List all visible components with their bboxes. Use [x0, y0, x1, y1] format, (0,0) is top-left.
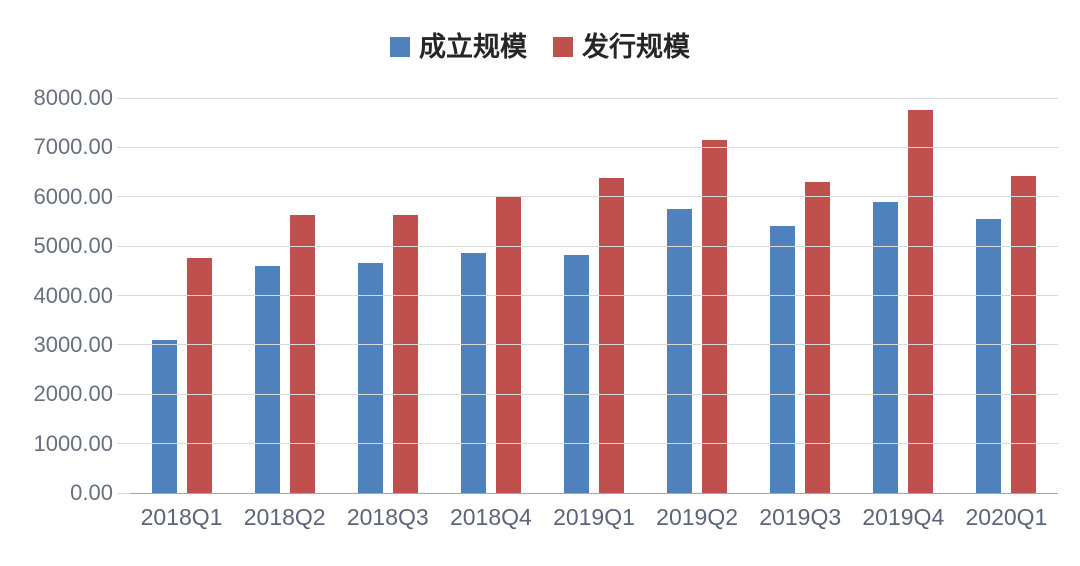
gridline	[130, 295, 1058, 296]
bar-成立规模-2019Q2	[667, 208, 693, 493]
y-axis-tick-label: 4000.00	[33, 282, 113, 308]
bar-group-2019Q4	[852, 98, 955, 493]
y-axis-tick	[117, 295, 130, 296]
x-axis-labels: 2018Q1 2018Q2 2018Q3 2018Q4 2019Q1 2019Q2 2019…	[130, 503, 1058, 531]
x-axis-tick-label: 2018Q3	[346, 504, 429, 530]
y-axis-tick-label: 5000.00	[33, 233, 113, 259]
y-axis-tick-label: 3000.00	[33, 331, 113, 357]
bar-成立规模-2019Q3	[770, 226, 796, 493]
y-axis-tick-label: 8000.00	[33, 85, 113, 110]
bar-发行规模-2019Q3	[805, 181, 831, 493]
bar-group-2019Q1	[542, 98, 645, 493]
x-axis-tick-label: 2019Q4	[862, 504, 945, 530]
y-axis-tick	[117, 245, 130, 247]
legend-item-0: 成立规模	[390, 31, 527, 62]
bar-成立规模-2018Q4	[460, 252, 486, 493]
y-axis-tick-label: 7000.00	[33, 134, 113, 160]
y-axis-tick-label: 6000.00	[33, 183, 113, 209]
x-axis-tick-label: 2019Q1	[553, 504, 635, 530]
y-axis-tick	[117, 196, 130, 198]
bar-成立规模-2018Q2	[254, 265, 280, 493]
gridline	[130, 196, 1058, 198]
bar-发行规模-2018Q2	[289, 215, 315, 493]
legend-swatch-icon	[390, 37, 410, 57]
legend-swatch-icon	[553, 37, 573, 57]
y-axis-tick-label: 1000.00	[33, 430, 113, 456]
x-axis-tick-label: 2018Q2	[243, 504, 326, 530]
y-axis-tick	[117, 393, 130, 395]
bar-group-2018Q1	[130, 98, 233, 493]
bar-成立规模-2020Q1	[976, 219, 1002, 493]
x-axis-tick-label: 2018Q4	[449, 504, 532, 530]
bar-group-2018Q3	[336, 98, 439, 493]
bar-成立规模-2019Q1	[563, 254, 589, 493]
bar-成立规模-2019Q4	[873, 202, 899, 493]
legend-label: 发行规模	[582, 31, 690, 62]
gridline	[130, 146, 1058, 148]
bar-group-2018Q2	[233, 98, 336, 493]
plot-area: 0.00 1000.00 2000.00 3000.00 4000.00 5000.00 6…	[33, 87, 1058, 504]
y-axis-tick	[117, 344, 130, 346]
y-axis-tick	[117, 97, 130, 99]
y-axis-tick	[117, 443, 130, 445]
bar-发行规模-2020Q1	[1011, 175, 1037, 493]
gridline	[130, 443, 1058, 445]
gridline	[130, 245, 1058, 247]
x-axis-line	[130, 492, 1058, 494]
bar-发行规模-2019Q2	[702, 139, 728, 493]
bar-发行规模-2018Q3	[392, 214, 418, 493]
bar-group-2020Q1	[955, 98, 1058, 493]
y-axis-tick	[117, 146, 130, 148]
gridline	[130, 393, 1058, 395]
y-axis-tick-label: 2000.00	[33, 381, 113, 407]
bar-group-2019Q3	[749, 98, 852, 493]
gridline	[130, 344, 1058, 346]
x-axis-tick-label: 2020Q1	[965, 504, 1048, 530]
x-axis-tick-label: 2019Q3	[759, 504, 842, 530]
bar-成立规模-2018Q3	[357, 263, 383, 493]
bar-发行规模-2019Q4	[908, 109, 934, 493]
x-axis-tick-label: 2018Q1	[140, 504, 223, 530]
legend-item-1: 发行规模	[553, 31, 690, 62]
bar-成立规模-2018Q1	[151, 339, 177, 493]
bar-发行规模-2018Q1	[186, 257, 212, 493]
bar-group-2019Q2	[646, 98, 749, 493]
bar-发行规模-2019Q1	[598, 178, 624, 493]
y-axis-tick	[117, 492, 130, 494]
legend-label: 成立规模	[419, 31, 527, 62]
x-axis-tick-label: 2019Q2	[656, 504, 739, 530]
y-axis-tick-label: 0.00	[70, 480, 113, 505]
gridline	[130, 97, 1058, 99]
chart-legend: 成立规模 发行规模	[0, 32, 1080, 62]
